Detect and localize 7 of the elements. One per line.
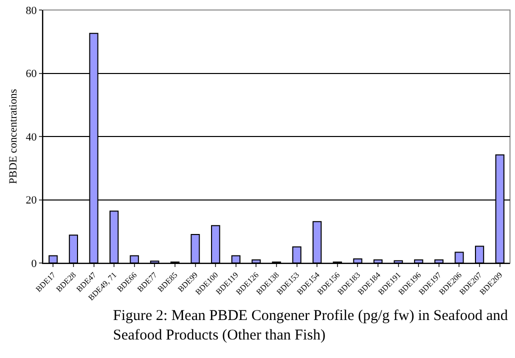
y-tick-label: 80 — [26, 4, 38, 17]
text: Figure 2: Mean PBDE Congener Profile (pg/g fw) in Seafood and Seafood Products (Other than Fish) — [113, 308, 508, 344]
y-tick-label: 40 — [26, 131, 38, 144]
y-tick-label: 20 — [26, 194, 38, 207]
y-axis-title: PBDE concentrations — [7, 88, 20, 184]
y-tick-label: 60 — [26, 68, 38, 80]
y-tick-label: 0 — [31, 258, 38, 270]
